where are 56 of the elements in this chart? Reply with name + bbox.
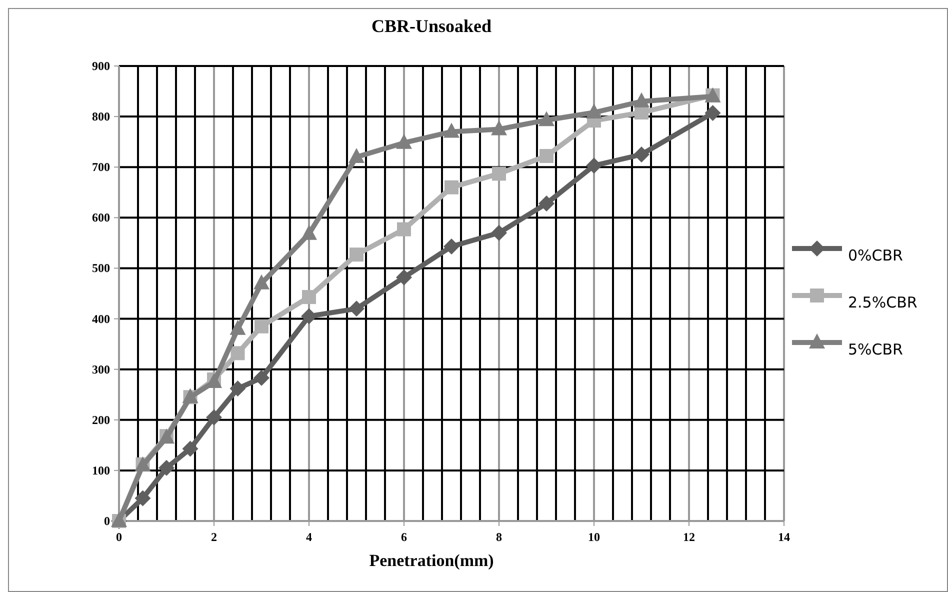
point [492,166,506,181]
point [301,224,317,240]
point [540,148,554,163]
point [348,300,364,317]
point [350,248,364,262]
point [254,319,268,334]
legend-label: 0%CBR [848,246,903,264]
point [230,346,245,360]
y-tick-label: 800 [92,110,110,124]
y-tick-label: 100 [92,463,110,478]
point [348,148,364,163]
x-tick-label: 8 [496,530,502,544]
x-tick-label: 0 [116,530,122,544]
point [182,440,198,457]
x-tick-label: 4 [306,530,312,544]
y-tick-label: 200 [92,412,110,427]
point [134,490,151,506]
point [396,134,412,149]
point [397,222,411,236]
point [444,122,460,138]
point [444,180,458,194]
chart-title: CBR-Unsoaked [371,16,492,36]
point [302,290,316,304]
y-tick-label: 0 [104,514,110,528]
point [254,370,270,386]
legend-label: 5%CBR [848,340,903,358]
y-tick-label: 300 [92,362,110,376]
point [704,105,721,122]
point [444,238,460,254]
point [538,111,554,126]
point [301,308,317,324]
x-tick-label: 12 [683,530,695,544]
point [586,104,602,119]
y-tick-label: 900 [92,59,110,73]
x-tick-label: 10 [588,530,600,544]
y-tick-label: 400 [92,312,110,326]
x-tick-label: 14 [778,530,790,544]
point [230,320,246,335]
point [254,274,270,290]
point [491,224,507,241]
point [538,196,554,212]
point [634,92,650,108]
point [586,158,602,174]
y-tick-label: 700 [92,160,110,174]
legend-label: 2.5%CBR [848,294,918,312]
point [396,269,412,286]
x-axis-title: Penetration(mm) [369,551,494,570]
point [230,380,246,397]
x-tick-label: 6 [401,530,407,544]
y-tick-label: 500 [92,261,110,276]
point [158,460,174,476]
point [634,146,650,162]
x-tick-label: 2 [211,530,217,544]
point [491,120,507,136]
point [206,409,222,426]
y-tick-label: 600 [92,210,110,225]
